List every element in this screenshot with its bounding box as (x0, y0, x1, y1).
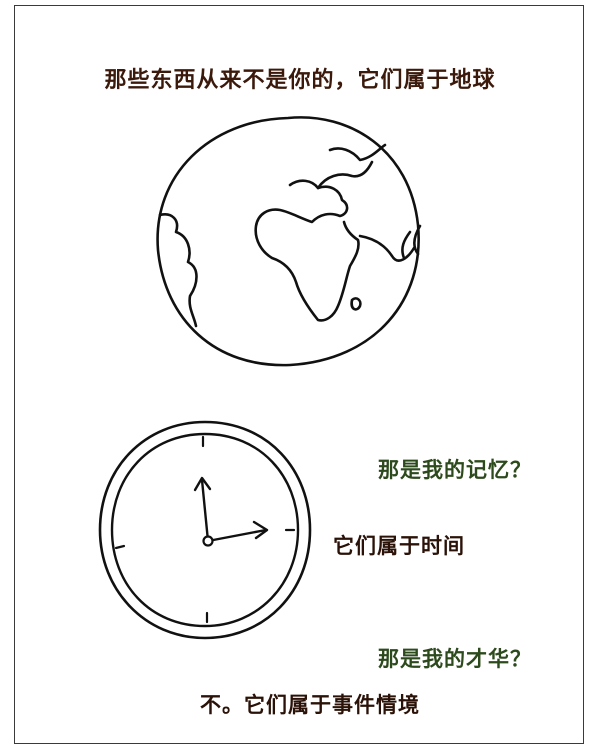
globe-landmass-west (158, 213, 198, 328)
globe-landmass-africa (254, 143, 387, 322)
caption-time-answer: 它们属于时间 (333, 534, 465, 558)
clock-tick-9 (114, 544, 126, 550)
caption-talent-question: 那是我的才华？ (378, 647, 532, 671)
caption-memory-question: 那是我的记忆？ (378, 458, 532, 482)
clock-icon (98, 420, 312, 640)
globe-island (350, 297, 362, 311)
caption-earth: 那些东西从来不是你的，它们属于地球 (104, 68, 496, 93)
globe-icon (156, 116, 422, 367)
clock-hour-hand-tip (193, 476, 212, 492)
clock-outer-ring (98, 420, 312, 640)
globe-outline (156, 116, 420, 367)
clock-inner-ring (110, 432, 300, 628)
clock-hour-hand (200, 478, 210, 543)
clock-minute-hand-tip (252, 520, 269, 540)
illustration-frame (14, 5, 584, 744)
caption-event-answer: 不。它们属于事件情境 (200, 693, 420, 717)
clock-minute-hand (206, 528, 268, 543)
globe-landmass-europe (316, 160, 374, 190)
globe-landmass-east (358, 224, 422, 262)
clock-center (202, 535, 214, 547)
